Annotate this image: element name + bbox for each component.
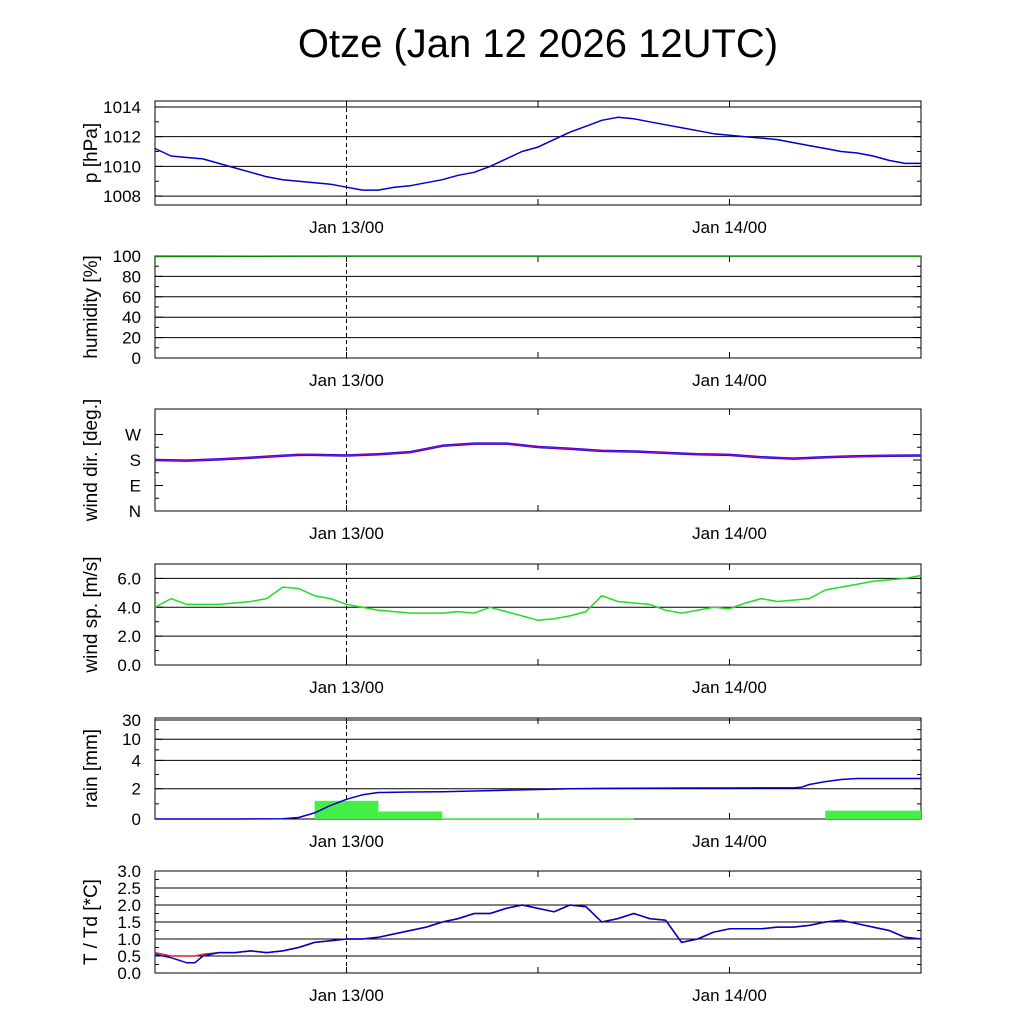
- ytick-label-rain: 30: [122, 711, 141, 730]
- rain-accumulated-line: [155, 777, 921, 820]
- xtick-label-humidity: Jan 14/00: [692, 371, 767, 390]
- ytick-label-temperature_dewpoint: 1.5: [117, 913, 141, 932]
- xtick-label-pressure: Jan 14/00: [692, 218, 767, 237]
- xtick-label-wind_speed: Jan 14/00: [692, 678, 767, 697]
- ytick-label-wind_direction: W: [125, 426, 141, 445]
- ytick-label-humidity: 0: [132, 349, 141, 368]
- ylabel-temperature_dewpoint: T / Td [*C]: [81, 879, 102, 965]
- pressure-line: [154, 116, 921, 191]
- wind_speed-line: [154, 574, 922, 622]
- ytick-label-temperature_dewpoint: 0.5: [117, 947, 141, 966]
- rain-bar: [314, 800, 379, 819]
- ytick-label-pressure: 1010: [103, 157, 141, 176]
- ytick-label-wind_direction: S: [130, 451, 141, 470]
- xtick-label-temperature_dewpoint: Jan 14/00: [692, 986, 767, 1005]
- ytick-label-temperature_dewpoint: 2.0: [117, 896, 141, 915]
- ytick-label-pressure: 1012: [103, 128, 141, 147]
- ylabel-humidity: humidity [%]: [81, 255, 102, 358]
- ylabel-wind_direction: wind dir. [deg.]: [81, 399, 102, 523]
- ytick-label-wind_direction: E: [130, 477, 141, 496]
- wind_direction-line: [154, 442, 922, 462]
- panel-frame-wind_direction: [154, 408, 922, 512]
- xtick-label-wind_direction: Jan 14/00: [692, 524, 767, 543]
- ytick-label-pressure: 1014: [103, 98, 141, 117]
- ytick-label-rain: 0: [132, 810, 141, 829]
- ytick-label-wind_speed: 6.0: [117, 569, 141, 588]
- xtick-label-wind_direction: Jan 13/00: [309, 524, 384, 543]
- ytick-label-wind_speed: 2.0: [117, 627, 141, 646]
- panel-frame-rain: [154, 717, 922, 820]
- ytick-label-humidity: 40: [122, 308, 141, 327]
- ytick-label-rain: 2: [132, 780, 141, 799]
- ytick-label-temperature_dewpoint: 0.0: [117, 964, 141, 983]
- ylabel-pressure: p [hPa]: [81, 123, 102, 183]
- ytick-label-temperature_dewpoint: 2.5: [117, 879, 141, 898]
- xtick-label-wind_speed: Jan 13/00: [309, 678, 384, 697]
- ylabel-rain: rain [mm]: [81, 729, 102, 808]
- xtick-label-temperature_dewpoint: Jan 13/00: [309, 986, 384, 1005]
- ytick-label-temperature_dewpoint: 3.0: [117, 862, 141, 881]
- ytick-label-wind_speed: 4.0: [117, 598, 141, 617]
- ytick-label-humidity: 80: [122, 267, 141, 286]
- xtick-label-pressure: Jan 13/00: [309, 218, 384, 237]
- ytick-label-rain: 10: [122, 730, 141, 749]
- ytick-label-humidity: 20: [122, 329, 141, 348]
- ylabel-wind_speed: wind sp. [m/s]: [81, 556, 102, 673]
- panel-frame-humidity: [154, 255, 922, 359]
- xtick-label-humidity: Jan 13/00: [309, 371, 384, 390]
- ytick-label-wind_speed: 0.0: [117, 656, 141, 675]
- ytick-label-humidity: 100: [113, 247, 141, 266]
- ytick-label-temperature_dewpoint: 1.0: [117, 930, 141, 949]
- ytick-label-wind_direction: N: [129, 502, 141, 521]
- xtick-label-rain: Jan 14/00: [692, 832, 767, 851]
- ytick-label-humidity: 60: [122, 288, 141, 307]
- temperature-line: [154, 904, 922, 957]
- ytick-label-pressure: 1008: [103, 187, 141, 206]
- panel-frame-wind_speed: [154, 563, 922, 666]
- chart-title: Otze (Jan 12 2026 12UTC): [297, 22, 779, 66]
- xtick-label-rain: Jan 13/00: [309, 832, 384, 851]
- dewpoint-line: [154, 904, 922, 964]
- rain-bar: [378, 811, 443, 819]
- panel-frame-pressure: [154, 100, 922, 206]
- rain-bar: [825, 810, 921, 819]
- rain-bar: [442, 818, 634, 820]
- ytick-label-rain: 4: [132, 751, 141, 770]
